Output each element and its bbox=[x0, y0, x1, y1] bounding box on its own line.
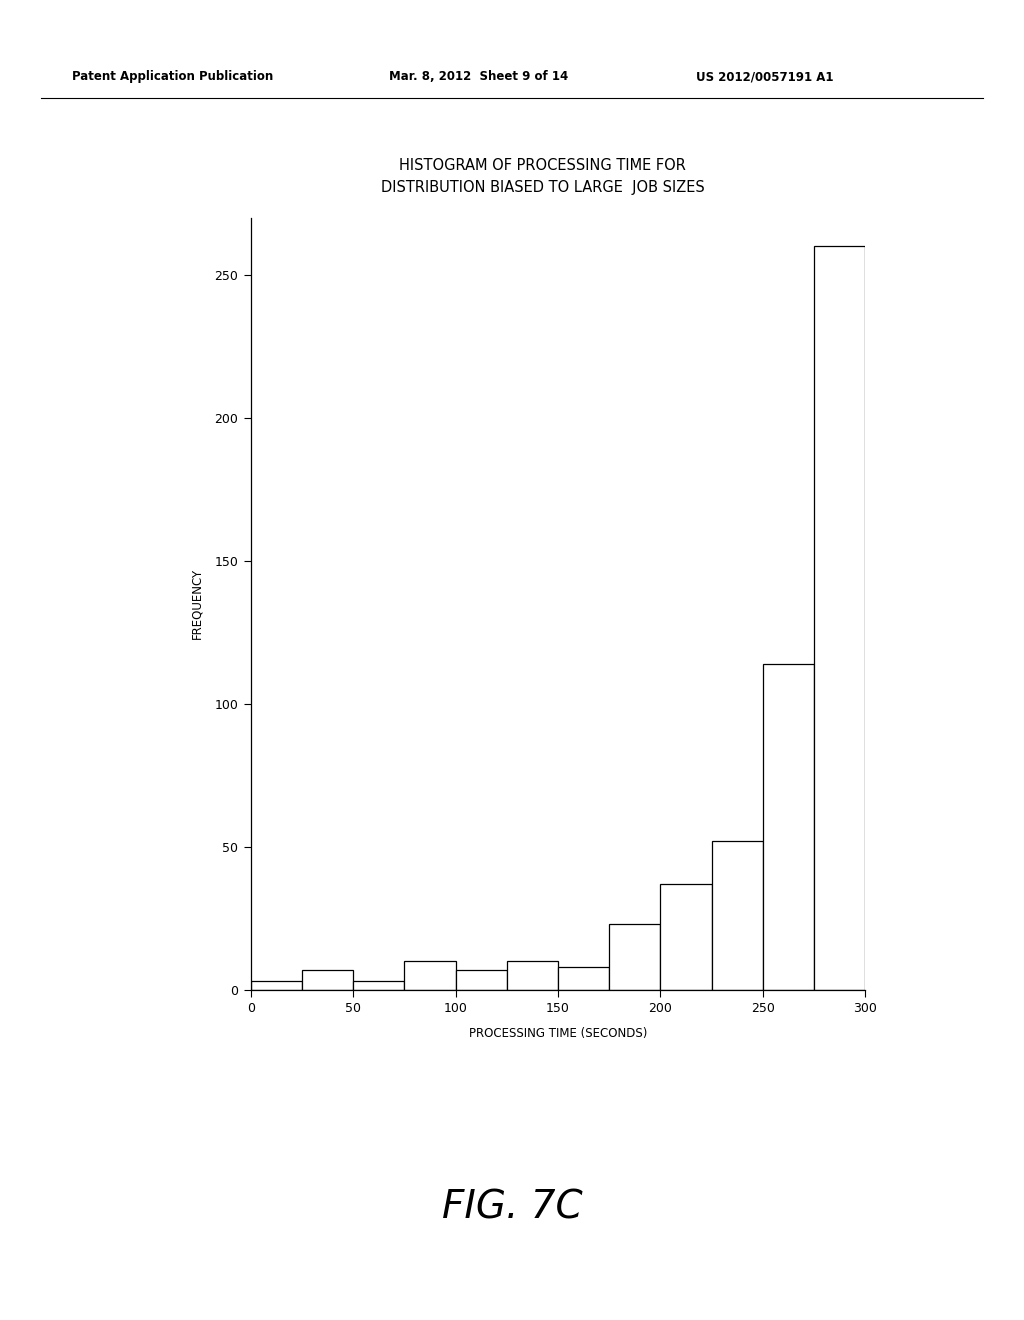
Bar bbox=[456, 970, 507, 990]
Text: Mar. 8, 2012  Sheet 9 of 14: Mar. 8, 2012 Sheet 9 of 14 bbox=[389, 70, 568, 83]
Bar bbox=[404, 961, 456, 990]
Bar bbox=[558, 968, 609, 990]
Text: DISTRIBUTION BIASED TO LARGE  JOB SIZES: DISTRIBUTION BIASED TO LARGE JOB SIZES bbox=[381, 180, 705, 195]
Bar bbox=[660, 884, 712, 990]
Bar bbox=[763, 664, 814, 990]
X-axis label: PROCESSING TIME (SECONDS): PROCESSING TIME (SECONDS) bbox=[469, 1027, 647, 1040]
Text: HISTOGRAM OF PROCESSING TIME FOR: HISTOGRAM OF PROCESSING TIME FOR bbox=[399, 157, 686, 173]
Bar bbox=[251, 982, 302, 990]
Bar bbox=[814, 247, 865, 990]
Bar bbox=[712, 841, 763, 990]
Bar bbox=[353, 982, 404, 990]
Text: US 2012/0057191 A1: US 2012/0057191 A1 bbox=[696, 70, 834, 83]
Text: Patent Application Publication: Patent Application Publication bbox=[72, 70, 273, 83]
Bar bbox=[609, 924, 660, 990]
Bar bbox=[302, 970, 353, 990]
Text: FIG. 7C: FIG. 7C bbox=[441, 1189, 583, 1226]
Bar bbox=[507, 961, 558, 990]
Y-axis label: FREQUENCY: FREQUENCY bbox=[190, 569, 204, 639]
